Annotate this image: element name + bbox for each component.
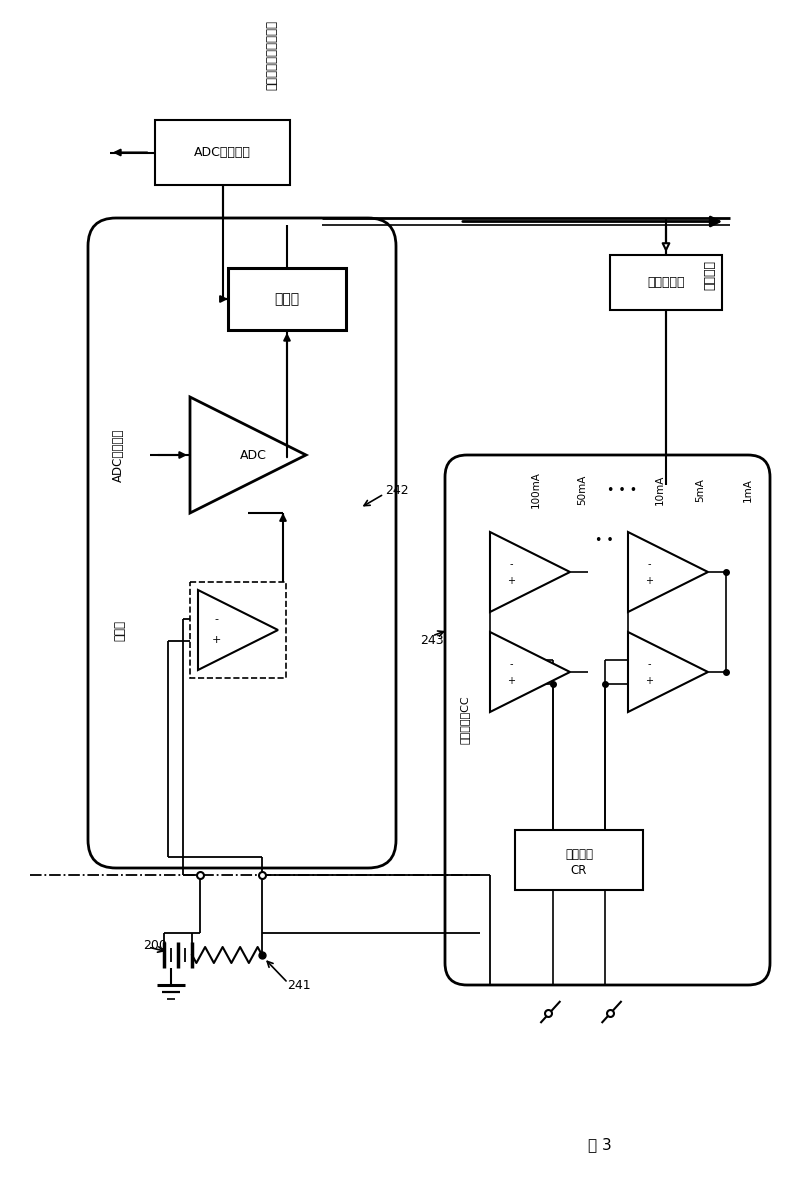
Text: 50mA: 50mA <box>577 474 587 505</box>
Text: -: - <box>647 559 650 569</box>
Text: 241: 241 <box>287 979 310 992</box>
Text: 242: 242 <box>385 484 409 496</box>
Text: 数据总线: 数据总线 <box>703 261 717 290</box>
FancyBboxPatch shape <box>88 217 396 868</box>
Text: +: + <box>507 676 515 686</box>
Polygon shape <box>490 632 570 712</box>
FancyBboxPatch shape <box>445 455 770 985</box>
Text: ADC控制逻辑: ADC控制逻辑 <box>194 146 251 159</box>
Text: -: - <box>509 559 513 569</box>
Text: 放大器: 放大器 <box>114 619 126 641</box>
Text: ADC: ADC <box>239 448 266 461</box>
Text: 200: 200 <box>143 938 167 951</box>
Bar <box>228 268 346 330</box>
Text: +: + <box>211 635 221 645</box>
Bar <box>155 120 290 185</box>
Bar <box>610 255 722 310</box>
Text: 电流基渔: 电流基渔 <box>565 847 593 860</box>
Text: 5mA: 5mA <box>695 478 705 502</box>
Text: 比较寄存器: 比较寄存器 <box>647 276 685 289</box>
Text: CR: CR <box>571 864 587 876</box>
Text: 电流比较器CC: 电流比较器CC <box>460 695 470 744</box>
Polygon shape <box>628 632 708 712</box>
Text: -: - <box>214 614 218 624</box>
Polygon shape <box>190 397 306 513</box>
Text: +: + <box>645 576 653 586</box>
Text: 图 3: 图 3 <box>588 1138 612 1152</box>
Text: • • •: • • • <box>607 484 637 496</box>
Text: • •: • • <box>594 533 614 546</box>
Text: 寄存器: 寄存器 <box>274 292 299 306</box>
Polygon shape <box>198 590 278 670</box>
Bar <box>515 831 643 890</box>
Text: 100mA: 100mA <box>531 472 541 508</box>
Text: 243: 243 <box>420 633 444 646</box>
Text: ADC停止控制: ADC停止控制 <box>111 428 125 482</box>
Bar <box>190 582 286 678</box>
Text: +: + <box>507 576 515 586</box>
Text: -: - <box>647 658 650 669</box>
Text: 10mA: 10mA <box>655 474 665 505</box>
Text: 电流模数转换完成标志: 电流模数转换完成标志 <box>266 20 278 90</box>
Polygon shape <box>628 532 708 612</box>
Text: -: - <box>509 658 513 669</box>
Text: 1mA: 1mA <box>743 478 753 502</box>
Text: +: + <box>645 676 653 686</box>
Polygon shape <box>490 532 570 612</box>
